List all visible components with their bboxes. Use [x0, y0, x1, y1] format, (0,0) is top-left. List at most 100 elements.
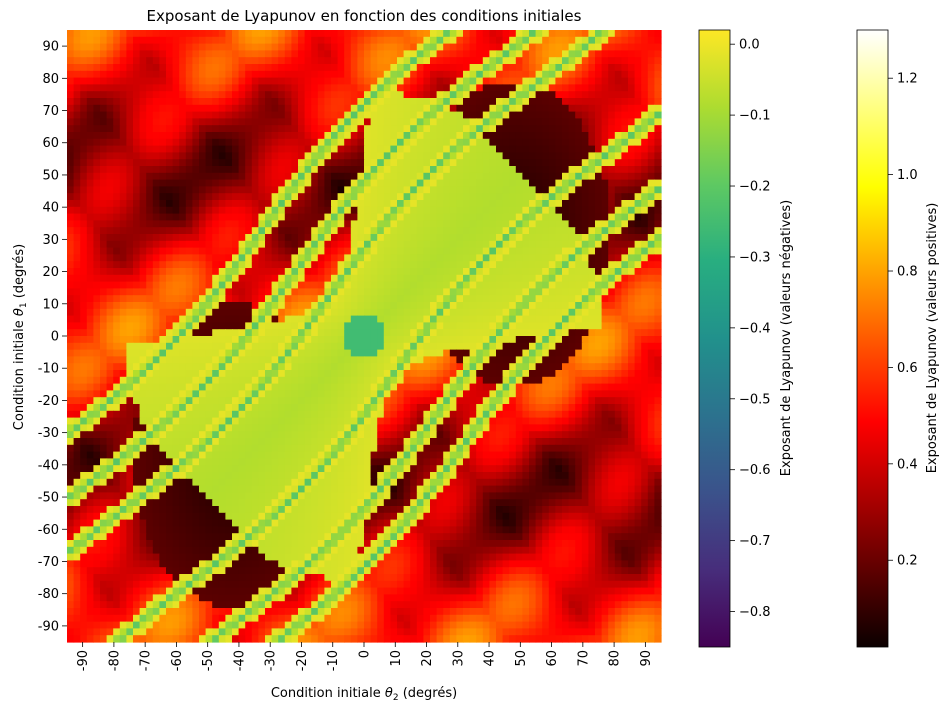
heatmap-cell	[628, 213, 636, 221]
heatmap-cell	[502, 98, 510, 106]
heatmap-cell	[634, 302, 642, 310]
heatmap-cell	[588, 315, 596, 323]
heatmap-cell	[159, 308, 167, 317]
heatmap-cell	[245, 268, 253, 276]
heatmap-cell	[185, 166, 193, 174]
heatmap-cell	[390, 336, 398, 344]
heatmap-cell	[443, 261, 451, 269]
heatmap-cell	[258, 268, 266, 276]
heatmap-cell	[397, 132, 405, 140]
heatmap-cell	[555, 342, 563, 351]
heatmap-cell	[311, 50, 319, 58]
heatmap-cell	[509, 166, 517, 174]
heatmap-cell	[515, 281, 523, 289]
heatmap-cell	[575, 329, 583, 337]
heatmap-cell	[80, 302, 88, 310]
heatmap-cell	[93, 64, 101, 72]
heatmap-cell	[515, 397, 523, 405]
heatmap-cell	[86, 274, 94, 283]
heatmap-cell	[80, 261, 88, 269]
heatmap-cell	[463, 98, 471, 106]
heatmap-cell	[238, 302, 246, 310]
heatmap-cell	[377, 254, 385, 262]
heatmap-cell	[614, 342, 622, 351]
heatmap-cell	[67, 193, 75, 201]
heatmap-cell	[654, 247, 662, 255]
heatmap-cell	[238, 383, 246, 391]
heatmap-cell	[100, 118, 108, 126]
heatmap-cell	[489, 118, 497, 126]
heatmap-cell	[172, 200, 180, 208]
heatmap-cell	[245, 288, 253, 296]
heatmap-cell	[628, 342, 636, 351]
heatmap-cell	[496, 77, 504, 85]
heatmap-cell	[562, 36, 570, 45]
heatmap-cell	[225, 261, 233, 269]
heatmap-cell	[133, 308, 141, 317]
heatmap-cell	[410, 125, 418, 133]
heatmap-cell	[410, 159, 418, 167]
heatmap-cell	[304, 404, 312, 412]
heatmap-cell	[159, 370, 167, 378]
heatmap-cell	[166, 152, 174, 160]
heatmap-cell	[278, 227, 286, 235]
heatmap-cell	[647, 111, 655, 119]
heatmap-cell	[555, 356, 563, 364]
heatmap-cell	[502, 336, 510, 344]
heatmap-cell	[80, 84, 88, 92]
heatmap-cell	[647, 179, 655, 187]
heatmap-cell	[73, 295, 81, 303]
heatmap-cell	[258, 179, 266, 187]
heatmap-cell	[146, 342, 154, 351]
heatmap-cell	[397, 329, 405, 337]
heatmap-cell	[271, 254, 279, 262]
heatmap-cell	[522, 390, 530, 398]
heatmap-cell	[390, 376, 398, 385]
heatmap-cell	[463, 254, 471, 262]
heatmap-cell	[238, 43, 246, 51]
heatmap-cell	[331, 91, 339, 99]
heatmap-cell	[568, 336, 576, 344]
heatmap-cell	[482, 240, 490, 249]
heatmap-cell	[86, 111, 94, 119]
heatmap-cell	[588, 166, 596, 174]
heatmap-cell	[258, 118, 266, 126]
heatmap-cell	[370, 206, 378, 215]
heatmap-cell	[225, 172, 233, 181]
heatmap-cell	[443, 240, 451, 249]
heatmap-cell	[555, 159, 563, 167]
heatmap-cell	[350, 274, 358, 283]
heatmap-cell	[529, 370, 537, 378]
heatmap-cell	[278, 145, 286, 153]
heatmap-cell	[383, 274, 391, 283]
heatmap-cell	[443, 281, 451, 289]
heatmap-cell	[529, 356, 537, 364]
heatmap-cell	[476, 336, 484, 344]
heatmap-cell	[436, 268, 444, 276]
heatmap-cell	[238, 179, 246, 187]
heatmap-cell	[575, 220, 583, 228]
heatmap-cell	[364, 397, 372, 405]
heatmap-cell	[185, 111, 193, 119]
heatmap-cell	[416, 240, 424, 249]
heatmap-cell	[324, 172, 332, 181]
heatmap-cell	[456, 363, 464, 371]
heatmap-cell	[284, 138, 292, 147]
heatmap-cell	[614, 274, 622, 283]
heatmap-cell	[628, 193, 636, 201]
heatmap-cell	[284, 186, 292, 194]
heatmap-cell	[67, 342, 75, 351]
heatmap-cell	[232, 390, 240, 398]
heatmap-cell	[608, 200, 616, 208]
heatmap-cell	[100, 322, 108, 330]
heatmap-cell	[159, 200, 167, 208]
heatmap-cell	[601, 84, 609, 92]
heatmap-cell	[298, 234, 306, 242]
heatmap-cell	[324, 145, 332, 153]
heatmap-cell	[628, 111, 636, 119]
heatmap-cell	[416, 397, 424, 405]
heatmap-cell	[436, 288, 444, 296]
heatmap-cell	[509, 213, 517, 221]
heatmap-cell	[410, 43, 418, 51]
heatmap-cell	[232, 98, 240, 106]
